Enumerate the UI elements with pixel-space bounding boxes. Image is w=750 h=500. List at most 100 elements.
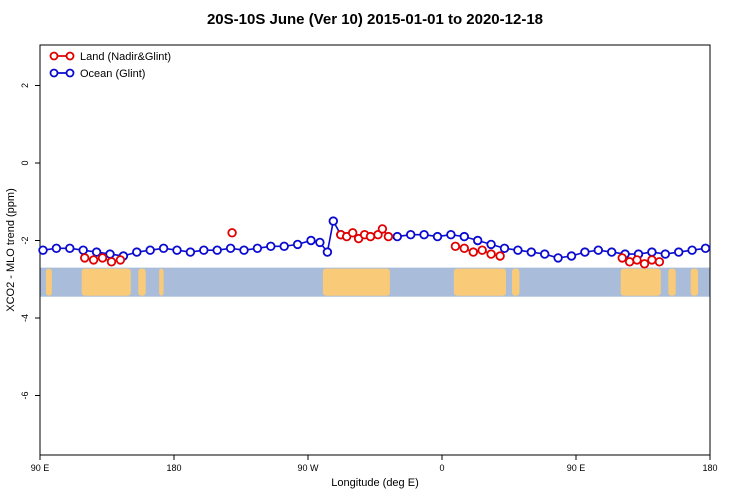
map-band-land [620, 268, 661, 296]
ocean-point [526, 247, 536, 257]
map-band-land [138, 268, 146, 296]
land-point [468, 247, 478, 257]
ocean-point [473, 235, 483, 246]
land-point [348, 228, 358, 238]
map-band-land [453, 268, 507, 296]
ocean-point [647, 247, 657, 257]
ocean-point [459, 231, 469, 242]
legend-marker [65, 68, 75, 78]
ocean-point [328, 216, 338, 226]
ocean-point [212, 245, 222, 255]
ocean-point [660, 249, 670, 259]
ocean-point [185, 247, 196, 257]
land-point [477, 245, 487, 255]
ocean-point [513, 245, 523, 255]
ocean-point [292, 239, 303, 250]
ocean-point [65, 243, 75, 253]
ocean-point [252, 243, 263, 253]
y-tick-label: -4 [20, 314, 30, 322]
y-tick-label: -2 [20, 236, 30, 244]
legend-label: Ocean (Glint) [80, 68, 145, 80]
legend-marker [49, 68, 59, 78]
legend-marker [65, 51, 75, 61]
x-tick-label: 0 [439, 463, 444, 473]
ocean-point [566, 251, 577, 261]
ocean-point [674, 247, 684, 257]
x-tick-label: 180 [166, 463, 181, 473]
ocean-point [105, 249, 115, 259]
ocean-point [553, 253, 563, 263]
land-point [654, 257, 665, 267]
ocean-point [239, 245, 249, 255]
ocean-point [38, 245, 48, 255]
map-band-land [81, 268, 131, 296]
ocean-point [419, 229, 429, 240]
y-tick-label: 2 [20, 83, 30, 88]
ocean-point [199, 245, 209, 255]
x-tick-label: 90 W [297, 463, 319, 473]
ocean-line [397, 233, 706, 259]
land-point [632, 255, 642, 265]
map-band-land [511, 268, 520, 296]
ocean-point [315, 237, 325, 248]
land-point [459, 243, 469, 253]
land-point [486, 249, 496, 259]
map-band-land [668, 268, 676, 296]
y-axis-label: XCO2 - MLO trend (ppm) [5, 188, 17, 312]
ocean-point [540, 249, 550, 259]
ocean-point [225, 243, 236, 253]
map-band-land [159, 268, 164, 296]
land-point [495, 251, 505, 261]
map-band-land [45, 268, 52, 296]
legend-marker [49, 51, 59, 61]
ocean-point [279, 241, 289, 251]
land-point [647, 255, 657, 265]
ocean-point [406, 229, 416, 240]
ocean-point [158, 243, 169, 253]
land-point [450, 241, 461, 251]
chart-title: 20S-10S June (Ver 10) 2015-01-01 to 2020… [206, 11, 544, 28]
ocean-point [266, 241, 276, 251]
ocean-point [392, 231, 402, 242]
ocean-point [91, 247, 102, 257]
land-point [383, 231, 394, 242]
land-point [115, 255, 126, 265]
x-tick-label: 90 E [567, 463, 586, 473]
ocean-point [607, 247, 617, 257]
x-tick-label: 90 E [31, 463, 50, 473]
y-tick-label: 0 [20, 160, 30, 165]
ocean-point [51, 243, 62, 253]
land-point [617, 253, 627, 263]
ocean-point [322, 247, 333, 257]
land-point [624, 257, 635, 267]
land-point [365, 231, 376, 242]
y-tick-label: -6 [20, 391, 30, 399]
land-point [97, 253, 108, 263]
ocean-point [78, 245, 88, 255]
land-point [227, 228, 237, 238]
land-point [106, 257, 117, 267]
ocean-point [687, 245, 697, 255]
land-point [639, 259, 650, 269]
ocean-point [145, 245, 155, 255]
map-band-land [322, 268, 390, 296]
x-tick-label: 180 [702, 463, 717, 473]
ocean-point [700, 243, 711, 253]
land-point [377, 224, 388, 234]
ocean-point [132, 247, 142, 257]
ocean-point [580, 247, 590, 257]
ocean-point [486, 239, 496, 250]
x-axis-label: Longitude (deg E) [331, 477, 419, 489]
map-band-land [690, 268, 699, 296]
ocean-point [432, 231, 443, 242]
ocean-point [306, 235, 316, 246]
ocean-point [593, 245, 603, 255]
land-point [88, 255, 99, 265]
ocean-point [172, 245, 182, 255]
ocean-point [499, 243, 510, 253]
land-point [79, 253, 90, 263]
ocean-point [446, 229, 456, 240]
legend-label: Land (Nadir&Glint) [80, 51, 171, 63]
